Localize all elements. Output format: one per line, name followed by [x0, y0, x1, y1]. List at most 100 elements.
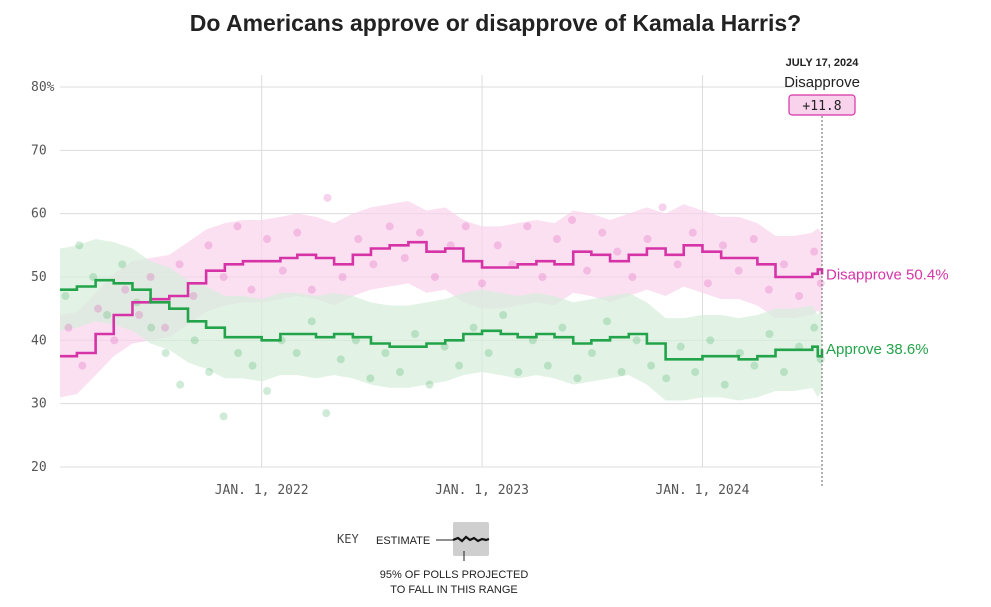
disapprove-poll-dot	[493, 241, 502, 250]
disapprove-poll-dot	[795, 292, 804, 300]
disapprove-poll-dot	[385, 222, 394, 231]
approve-poll-dot	[190, 336, 199, 345]
x-tick-label: JAN. 1, 2024	[655, 483, 749, 498]
approve-poll-dot	[720, 380, 729, 389]
y-tick-label: 30	[31, 397, 47, 412]
disapprove-poll-dot	[247, 285, 256, 294]
disapprove-poll-dot	[323, 193, 332, 202]
y-tick-label: 70	[31, 143, 47, 158]
disapprove-poll-dot	[734, 266, 743, 275]
disapprove-poll-dot	[354, 235, 363, 243]
approve-poll-dot	[307, 317, 316, 326]
approve-poll-dot	[750, 361, 759, 370]
y-tick-label: 40	[31, 333, 47, 348]
disapprove-poll-dot	[64, 323, 73, 332]
approve-poll-dot	[395, 368, 404, 376]
key-range-label-2: TO FALL IN THIS RANGE	[390, 584, 518, 596]
disapprove-poll-dot	[538, 273, 547, 281]
approve-line	[60, 278, 824, 361]
x-tick-label: JAN. 1, 2022	[215, 483, 309, 498]
y-tick-label: 50	[31, 270, 47, 285]
disapprove-poll-dot	[94, 304, 103, 313]
approve-poll-dot	[765, 330, 774, 338]
approve-poll-dot	[322, 409, 331, 418]
disapprove-poll-dot	[78, 361, 87, 370]
disapprove-poll-dot	[703, 279, 712, 288]
approve-poll-dot	[381, 349, 390, 357]
approve-poll-dot	[810, 323, 819, 332]
disapprove-poll-dot	[749, 235, 758, 243]
approve-poll-dot	[573, 374, 582, 383]
uncertainty-bands	[60, 201, 822, 401]
disapprove-poll-dot	[369, 260, 378, 269]
approve-poll-dot	[499, 311, 508, 319]
disapprove-poll-dot	[135, 311, 144, 319]
approve-poll-dot	[118, 260, 127, 269]
disapprove-poll-dot	[816, 279, 825, 288]
margin-value: +11.8	[802, 99, 841, 114]
disapprove-poll-dot	[718, 241, 727, 250]
approve-poll-dot	[219, 412, 228, 421]
approve-poll-dot	[263, 387, 272, 395]
disapprove-poll-dot	[110, 336, 119, 345]
disapprove-poll-dot	[146, 273, 155, 281]
approve-band	[60, 239, 822, 401]
approve-poll-dot	[514, 368, 523, 376]
disapprove-poll-dot	[523, 222, 532, 231]
date-marker: JULY 17, 2024 Disapprove +11.8	[784, 57, 860, 486]
disapprove-poll-dot	[263, 235, 272, 243]
approve-poll-dot	[587, 349, 596, 357]
disapprove-poll-dot	[175, 260, 184, 269]
key-estimate-line	[452, 535, 490, 543]
approve-poll-dot	[779, 368, 788, 376]
disapprove-poll-dot	[338, 273, 347, 281]
disapprove-poll-dot	[764, 285, 773, 294]
disapprove-poll-dot	[643, 235, 652, 243]
disapprove-poll-dot	[219, 273, 228, 281]
disapprove-poll-dot	[121, 285, 130, 294]
disapprove-band	[60, 201, 822, 398]
y-tick-label: 80%	[31, 80, 55, 95]
disapprove-poll-dot	[278, 266, 287, 275]
approve-poll-dot	[411, 330, 420, 338]
disapprove-poll-dot	[430, 273, 439, 281]
key-title: KEY	[337, 532, 359, 546]
disapprove-poll-dot	[658, 203, 667, 212]
approve-poll-dot	[706, 336, 715, 345]
approve-poll-dot	[176, 380, 185, 389]
y-tick-label: 60	[31, 207, 47, 222]
approve-poll-dot	[366, 374, 375, 383]
approve-poll-dot	[469, 323, 478, 332]
approve-poll-dot	[647, 361, 656, 370]
approve-poll-dot	[336, 355, 345, 364]
approve-end-label: Approve 38.6%	[826, 341, 929, 358]
key-range-label-1: 95% OF POLLS PROJECTED	[380, 569, 529, 581]
marker-date: JULY 17, 2024	[786, 57, 860, 69]
disapprove-poll-dot	[552, 235, 561, 243]
disapprove-poll-dot	[779, 260, 788, 269]
disapprove-poll-dot	[161, 323, 170, 332]
disapprove-poll-dot	[583, 266, 592, 275]
approve-poll-dot	[161, 349, 170, 357]
approve-poll-dot	[691, 368, 700, 376]
approve-poll-dot	[292, 349, 301, 357]
disapprove-poll-dot	[613, 247, 622, 256]
marker-series-label: Disapprove	[784, 74, 860, 91]
approve-poll-dot	[61, 292, 70, 300]
disapprove-poll-dot	[628, 273, 637, 281]
approve-poll-dot	[558, 323, 567, 332]
approve-poll-dot	[632, 336, 641, 345]
disapprove-poll-dot	[400, 254, 409, 262]
disapprove-poll-dot	[307, 285, 316, 294]
disapprove-poll-dot	[233, 222, 242, 231]
chart-title: Do Americans approve or disapprove of Ka…	[189, 10, 802, 36]
chart-key: KEY ESTIMATE 95% OF POLLS PROJECTED TO FALL…	[337, 522, 528, 596]
approve-poll-dot	[234, 349, 243, 357]
disapprove-end-label: Disapprove 50.4%	[826, 266, 949, 283]
approve-poll-dot	[676, 342, 685, 351]
approve-poll-dot	[543, 361, 552, 370]
disapprove-poll-dot	[204, 241, 213, 250]
disapprove-poll-dot	[461, 222, 470, 231]
disapprove-poll-dot	[598, 228, 607, 237]
